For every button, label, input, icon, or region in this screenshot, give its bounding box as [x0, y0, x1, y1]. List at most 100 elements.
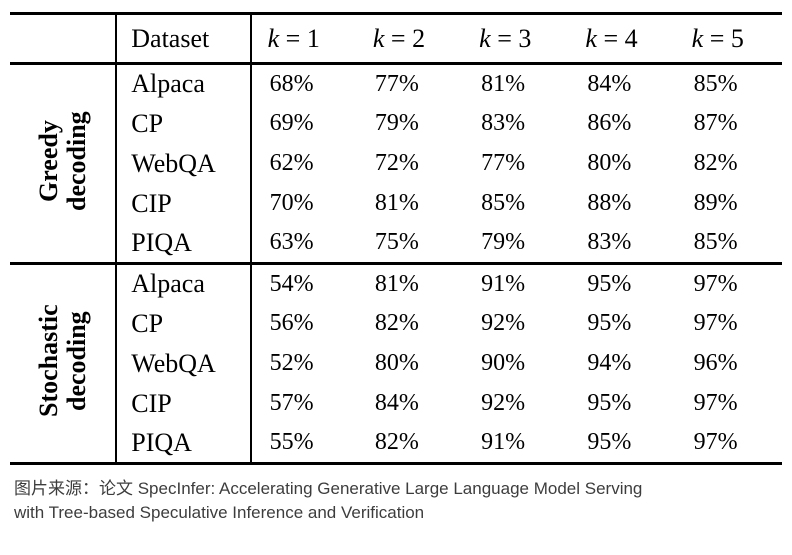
- k-value: = 3: [497, 23, 532, 53]
- k-symbol: k: [267, 23, 280, 53]
- table-row: PIQA 63% 75% 79% 83% 85%: [10, 223, 782, 264]
- column-header-k3: k = 3: [463, 12, 570, 65]
- value-cell: 72%: [374, 150, 419, 176]
- value-cell: 90%: [481, 350, 526, 376]
- greedy-decoding-group: Greedy decoding Alpaca 68% 77% 81% 84% 8…: [10, 63, 782, 264]
- value-cell: 82%: [693, 150, 738, 176]
- value-cell: 86%: [587, 110, 632, 136]
- value-cell: 97%: [693, 429, 738, 456]
- value-cell: 89%: [693, 190, 738, 216]
- dataset-cell: Alpaca: [115, 263, 251, 304]
- figure-container: Dataset k = 1 k = 2 k = 3 k = 4 k = 5 Gr…: [10, 12, 782, 525]
- dataset-cell: CP: [115, 103, 251, 144]
- value-cell: 92%: [481, 390, 526, 416]
- value-cell: 97%: [693, 270, 738, 297]
- table-row: CIP 57% 84% 92% 95% 97%: [10, 383, 782, 424]
- k-symbol: k: [585, 23, 597, 53]
- stochastic-decoding-group: Stochastic decoding Alpaca 54% 81% 91% 9…: [10, 263, 782, 464]
- value-cell: 77%: [481, 150, 526, 176]
- value-cell: 97%: [693, 310, 738, 336]
- value-cell: 63%: [249, 223, 357, 264]
- value-cell: 84%: [587, 70, 632, 97]
- dataset-cell: CIP: [115, 183, 251, 224]
- value-cell: 96%: [693, 350, 738, 376]
- table-row: WebQA 52% 80% 90% 94% 96%: [10, 343, 782, 384]
- value-cell: 54%: [249, 263, 357, 304]
- value-cell: 84%: [374, 390, 419, 416]
- table-row: PIQA 55% 82% 91% 95% 97%: [10, 423, 782, 464]
- value-cell: 52%: [249, 343, 357, 384]
- value-cell: 81%: [481, 70, 526, 97]
- value-cell: 85%: [693, 229, 738, 256]
- group-label-stochastic: Stochastic decoding: [33, 304, 91, 418]
- group-label-cell: Greedy decoding: [10, 64, 116, 264]
- column-header-dataset: Dataset: [115, 12, 251, 65]
- value-cell: 91%: [481, 270, 526, 297]
- k-value: = 1: [285, 23, 320, 53]
- value-cell: 95%: [587, 310, 632, 336]
- table-header: Dataset k = 1 k = 2 k = 3 k = 4 k = 5: [10, 12, 782, 65]
- dataset-cell: Alpaca: [115, 63, 251, 104]
- value-cell: 97%: [693, 390, 738, 416]
- table-row: Stochastic decoding Alpaca 54% 81% 91% 9…: [10, 263, 782, 417]
- k-value: = 4: [603, 23, 638, 53]
- dataset-cell: CIP: [115, 383, 251, 424]
- value-cell: 69%: [249, 103, 357, 144]
- value-cell: 79%: [481, 229, 526, 256]
- value-cell: 85%: [693, 70, 738, 97]
- k-value: = 2: [390, 23, 426, 53]
- value-cell: 91%: [481, 429, 526, 456]
- corner-cell: [10, 12, 117, 65]
- value-cell: 55%: [249, 423, 357, 464]
- value-cell: 95%: [587, 390, 632, 416]
- dataset-cell: CP: [115, 303, 251, 344]
- value-cell: 83%: [587, 229, 632, 256]
- value-cell: 95%: [587, 270, 632, 297]
- caption-line-2: with Tree-based Speculative Inference an…: [14, 502, 425, 522]
- value-cell: 79%: [374, 110, 419, 136]
- k-symbol: k: [691, 23, 704, 53]
- value-cell: 85%: [481, 190, 526, 216]
- header-row: Dataset k = 1 k = 2 k = 3 k = 4 k = 5: [10, 12, 782, 65]
- dataset-cell: PIQA: [115, 423, 251, 464]
- dataset-cell: PIQA: [115, 223, 251, 264]
- value-cell: 80%: [587, 150, 632, 176]
- column-header-k1: k = 1: [249, 12, 357, 65]
- table-row: WebQA 62% 72% 77% 80% 82%: [10, 143, 782, 184]
- acceptance-rate-table: Dataset k = 1 k = 2 k = 3 k = 4 k = 5 Gr…: [10, 12, 782, 465]
- dataset-cell: WebQA: [115, 343, 251, 384]
- caption-line-1: 图片来源：论文 SpecInfer: Accelerating Generati…: [14, 479, 643, 498]
- column-header-k5: k = 5: [675, 12, 782, 65]
- value-cell: 77%: [374, 70, 419, 97]
- value-cell: 88%: [587, 190, 632, 216]
- value-cell: 80%: [374, 350, 419, 376]
- value-cell: 62%: [249, 143, 357, 184]
- value-cell: 56%: [249, 303, 357, 344]
- value-cell: 95%: [587, 429, 632, 456]
- value-cell: 82%: [374, 429, 419, 456]
- k-value: = 5: [709, 23, 744, 53]
- value-cell: 70%: [249, 183, 357, 224]
- dataset-cell: WebQA: [115, 143, 251, 184]
- table-row: CP 56% 82% 92% 95% 97%: [10, 303, 782, 344]
- column-header-k4: k = 4: [569, 12, 676, 65]
- value-cell: 92%: [481, 310, 526, 336]
- value-cell: 87%: [693, 110, 738, 136]
- table-row: Greedy decoding Alpaca 68% 77% 81% 84% 8…: [10, 63, 782, 211]
- table-row: CP 69% 79% 83% 86% 87%: [10, 103, 782, 144]
- group-label-greedy: Greedy decoding: [33, 111, 91, 211]
- value-cell: 94%: [587, 350, 632, 376]
- value-cell: 81%: [374, 190, 419, 216]
- table-row: CIP 70% 81% 85% 88% 89%: [10, 183, 782, 224]
- value-cell: 75%: [374, 229, 419, 256]
- value-cell: 82%: [374, 310, 419, 336]
- column-header-k2: k = 2: [356, 12, 464, 65]
- value-cell: 68%: [249, 63, 357, 104]
- value-cell: 83%: [481, 110, 526, 136]
- image-source-caption: 图片来源：论文 SpecInfer: Accelerating Generati…: [10, 477, 782, 525]
- k-symbol: k: [479, 23, 491, 53]
- k-symbol: k: [372, 23, 385, 53]
- value-cell: 57%: [249, 383, 357, 424]
- value-cell: 81%: [374, 270, 419, 297]
- group-label-cell: Stochastic decoding: [10, 264, 116, 464]
